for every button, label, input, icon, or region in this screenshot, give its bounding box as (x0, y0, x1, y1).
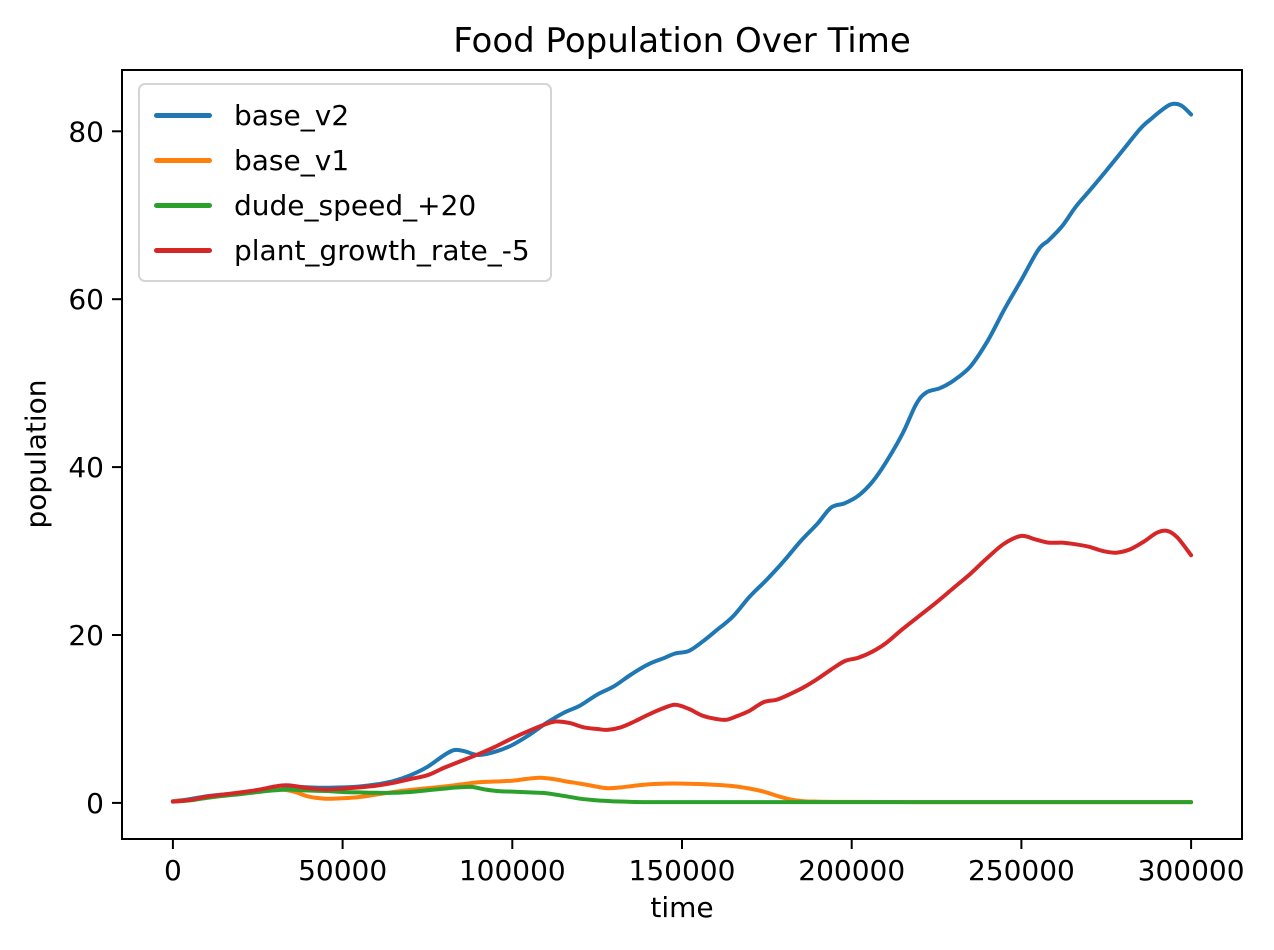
chart-title: Food Population Over Time (453, 21, 911, 61)
x-axis-label: time (650, 891, 714, 924)
x-tick-label: 250000 (968, 854, 1075, 887)
legend-label: base_v1 (234, 143, 350, 177)
legend-item-plant_growth_rate_-5: plant_growth_rate_-5 (154, 232, 530, 268)
x-tick-label: 200000 (798, 854, 905, 887)
legend-label: base_v2 (234, 98, 350, 132)
legend-swatch (154, 112, 212, 118)
y-tick-label: 60 (68, 283, 104, 316)
legend-item-base_v2: base_v2 (154, 97, 530, 133)
x-tick-label: 100000 (459, 854, 566, 887)
legend-swatch (154, 202, 212, 208)
legend: base_v2 base_v1 dude_speed_+20 plant_growth… (138, 83, 552, 282)
x-tick-label: 300000 (1138, 854, 1245, 887)
y-tick-label: 0 (86, 787, 104, 820)
legend-item-base_v1: base_v1 (154, 142, 530, 178)
y-tick-label: 80 (68, 115, 104, 148)
legend-label: plant_growth_rate_-5 (234, 233, 530, 267)
x-tick-label: 0 (164, 854, 182, 887)
legend-swatch (154, 247, 212, 253)
y-axis-label: population (19, 379, 53, 529)
legend-item-dude_speed_+20: dude_speed_+20 (154, 187, 530, 223)
axes-frame (121, 69, 1243, 840)
y-tick-label: 40 (68, 451, 104, 484)
series-line-dude_speed_+20 (170, 784, 1194, 805)
legend-label: dude_speed_+20 (234, 188, 477, 222)
y-tick-label: 20 (68, 619, 104, 652)
legend-swatch (154, 157, 212, 163)
x-tick-label: 150000 (629, 854, 736, 887)
x-tick-label: 50000 (298, 854, 387, 887)
series-line-plant_growth_rate_-5 (170, 528, 1194, 804)
